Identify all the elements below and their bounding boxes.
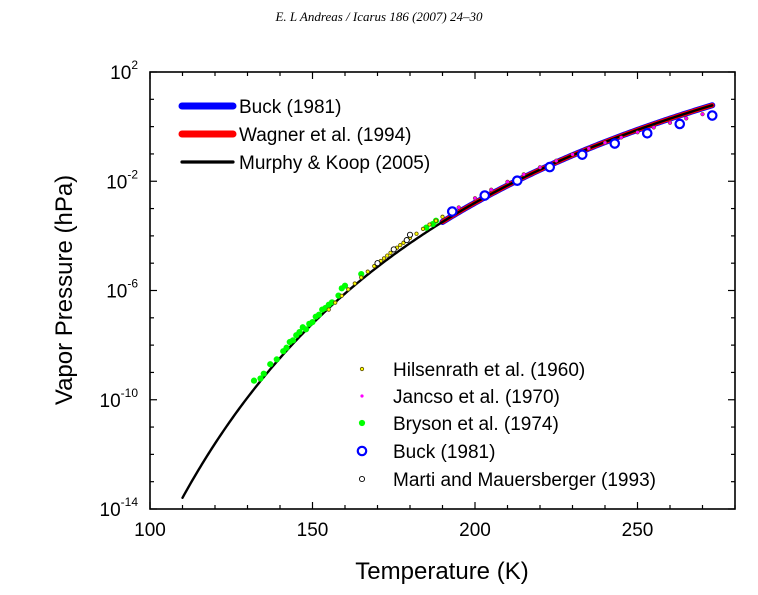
bryson-point bbox=[341, 282, 349, 289]
bryson-point bbox=[267, 361, 274, 368]
legend-buck-1981-label: Buck (1981) bbox=[239, 97, 341, 118]
legend-buck-1981-points-label: Buck (1981) bbox=[393, 442, 495, 463]
y-tick-label: 10-2 bbox=[106, 167, 138, 193]
jancso-point bbox=[603, 141, 607, 145]
hilsenrath-point bbox=[420, 226, 426, 232]
legend-buck-1981-points-marker bbox=[356, 445, 368, 457]
buck-point bbox=[479, 190, 491, 201]
hilsenrath-point bbox=[427, 222, 432, 227]
hilsenrath-point bbox=[352, 281, 357, 286]
buck-point bbox=[609, 138, 621, 149]
jancso-point bbox=[652, 125, 656, 130]
y-tick-label: 10-10 bbox=[100, 386, 139, 412]
buck-point bbox=[674, 118, 686, 130]
buck-point bbox=[576, 149, 588, 160]
hilsenrath-point bbox=[433, 218, 439, 223]
buck-point bbox=[446, 206, 458, 217]
jancso-point bbox=[554, 159, 558, 163]
legend-bryson-1974-label: Bryson et al. (1974) bbox=[393, 414, 559, 435]
jancso-point bbox=[619, 135, 623, 140]
data-points bbox=[250, 110, 718, 384]
x-axis-title: Temperature (K) bbox=[355, 558, 528, 585]
buck-point bbox=[511, 175, 523, 186]
bryson-point bbox=[289, 337, 297, 344]
hilsenrath-point bbox=[385, 253, 390, 258]
bryson-point bbox=[358, 270, 365, 278]
x-tick-label: 150 bbox=[297, 520, 329, 541]
bryson-point bbox=[296, 328, 303, 336]
legend-jancso-1970-marker bbox=[360, 394, 364, 398]
buck-point bbox=[544, 161, 556, 173]
jancso-point bbox=[457, 205, 461, 210]
tick-labels: 100 150 200 250 102 10-2 10-6 10-10 10-14 bbox=[100, 58, 654, 541]
y-tick-label: 10-14 bbox=[100, 495, 139, 521]
hilsenrath-point bbox=[398, 242, 403, 248]
legend-wagner-1994-label: Wagner et al. (1994) bbox=[239, 125, 412, 146]
legend-hilsenrath-1960-marker bbox=[359, 366, 365, 372]
hilsenrath-point bbox=[365, 269, 370, 274]
marti-point bbox=[403, 237, 410, 244]
jancso-point bbox=[522, 172, 526, 177]
jancso-point bbox=[684, 116, 688, 121]
jancso-point bbox=[700, 112, 705, 116]
hilsenrath-point bbox=[359, 275, 364, 280]
marti-point bbox=[390, 246, 397, 253]
jancso-point bbox=[473, 196, 477, 200]
bryson-point bbox=[302, 326, 310, 333]
bryson-point bbox=[257, 375, 264, 382]
jancso-point bbox=[635, 130, 640, 134]
axis-ticks bbox=[149, 71, 736, 510]
hilsenrath-point bbox=[440, 214, 445, 219]
hilsenrath-point bbox=[372, 264, 377, 269]
y-tick-label: 102 bbox=[110, 58, 138, 84]
hilsenrath-point bbox=[326, 307, 331, 312]
x-tick-label: 250 bbox=[622, 520, 654, 541]
legend-bryson-1974-marker bbox=[358, 419, 366, 427]
jancso-point bbox=[538, 165, 542, 169]
marker-legend: Hilsenrath et al. (1960) Jancso et al. (1… bbox=[356, 360, 656, 491]
bryson-point bbox=[309, 318, 316, 326]
x-tick-label: 100 bbox=[134, 520, 166, 541]
y-tick-label: 10-6 bbox=[106, 277, 138, 303]
legend-murphy-koop-2005-label: Murphy & Koop (2005) bbox=[239, 153, 430, 174]
buck-point bbox=[706, 110, 718, 121]
line-legend: Buck (1981) Wagner et al. (1994) Murphy & … bbox=[178, 97, 430, 174]
jancso-point bbox=[505, 180, 510, 184]
jancso-point bbox=[587, 146, 591, 151]
hilsenrath-point bbox=[346, 287, 351, 292]
hilsenrath-point bbox=[339, 293, 344, 298]
hilsenrath-point bbox=[381, 256, 387, 261]
bryson-point bbox=[250, 377, 258, 384]
hilsenrath-point bbox=[388, 250, 393, 255]
y-axis-title: Vapor Pressure (hPa) bbox=[51, 175, 78, 405]
legend-jancso-1970-label: Jancso et al. (1970) bbox=[393, 387, 560, 408]
marti-point bbox=[406, 231, 414, 238]
bryson-point bbox=[283, 344, 290, 351]
murphy-koop-2005-curve bbox=[181, 104, 714, 499]
x-tick-label: 200 bbox=[459, 520, 491, 541]
hilsenrath-point bbox=[333, 300, 338, 305]
buck-point bbox=[641, 127, 653, 139]
legend-marti-mauersberger-1993-marker bbox=[358, 475, 366, 483]
hilsenrath-point bbox=[414, 231, 419, 236]
marti-point bbox=[374, 260, 381, 267]
bryson-point bbox=[335, 292, 342, 299]
jancso-point bbox=[570, 152, 575, 157]
legend-marti-mauersberger-1993-label: Marti and Mauersberger (1993) bbox=[393, 470, 656, 491]
jancso-point bbox=[489, 188, 493, 192]
legend-hilsenrath-1960-label: Hilsenrath et al. (1960) bbox=[393, 360, 585, 381]
bryson-point bbox=[273, 356, 280, 363]
bryson-point bbox=[315, 311, 323, 318]
bryson-point bbox=[260, 370, 267, 377]
running-header: E. L Andreas / Icarus 186 (2007) 24–30 bbox=[275, 9, 483, 24]
jancso-point bbox=[668, 121, 672, 125]
